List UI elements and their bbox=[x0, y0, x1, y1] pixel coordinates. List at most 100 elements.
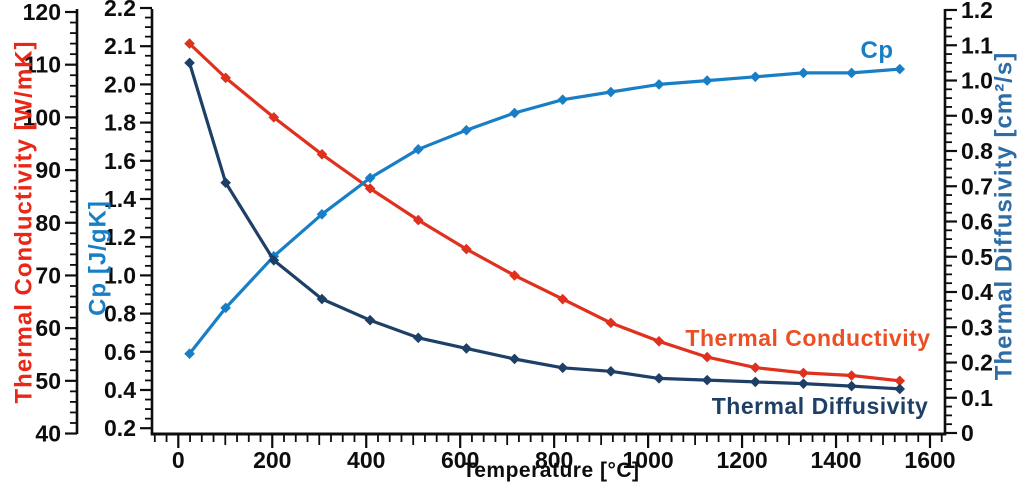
data-point-marker bbox=[364, 314, 376, 326]
tick-label: 1.0 bbox=[104, 262, 136, 288]
conductivity-axis: 120 110 100 90 80 70 60 50 40 bbox=[23, 0, 79, 447]
axes-layer: 120 110 100 90 80 70 60 50 40 2.2 2.1 2.0 1.8 1.6 1.4 1… bbox=[23, 0, 994, 473]
data-point-marker bbox=[894, 63, 906, 75]
tick-label: 0.4 bbox=[104, 377, 136, 403]
data-point-marker bbox=[557, 293, 569, 305]
data-point-marker bbox=[364, 172, 376, 184]
diffusivity-axis: 1.2 1.1 1.0 0.9 0.8 0.7 0.6 0.5 0.4 0.3 0.2 0.1 0 bbox=[943, 0, 993, 446]
data-point-marker bbox=[701, 351, 713, 363]
data-point-marker bbox=[557, 94, 569, 105]
data-point-marker bbox=[461, 124, 472, 136]
tick-label: 80 bbox=[35, 210, 61, 236]
data-point-marker bbox=[461, 343, 472, 354]
tick-label: 2.0 bbox=[104, 71, 136, 97]
data-point-marker bbox=[749, 71, 761, 83]
data-point-marker bbox=[798, 367, 809, 379]
tick-label: 1400 bbox=[810, 447, 861, 473]
x-axis: 0 200 400 600 800 1000 1200 1400 1600 bbox=[150, 432, 956, 473]
tick-label: 60 bbox=[35, 315, 61, 341]
data-point-marker bbox=[412, 144, 424, 155]
data-point-marker bbox=[220, 177, 231, 189]
tick-label: 1.2 bbox=[104, 224, 136, 250]
series-line bbox=[187, 42, 902, 383]
thermal-conductivity-series bbox=[184, 38, 906, 387]
data-point-marker bbox=[749, 376, 761, 388]
tick-label: 0 bbox=[172, 447, 185, 473]
data-point-marker bbox=[701, 75, 713, 86]
tick-label: 0 bbox=[961, 420, 974, 446]
tick-label: 100 bbox=[23, 104, 61, 130]
data-point-marker bbox=[316, 293, 328, 305]
data-point-marker bbox=[846, 380, 857, 392]
data-point-marker bbox=[364, 183, 376, 194]
data-point-marker bbox=[605, 86, 617, 98]
tick-label: 400 bbox=[347, 447, 385, 473]
tick-label: 120 bbox=[23, 0, 61, 25]
series-layer bbox=[184, 38, 906, 395]
tick-label: 1.6 bbox=[104, 148, 136, 174]
conductivity-series-label: Thermal Conductivity bbox=[685, 325, 930, 351]
tick-label: 0.4 bbox=[961, 279, 993, 305]
data-point-marker bbox=[749, 362, 761, 373]
data-point-marker bbox=[509, 270, 520, 281]
data-point-marker bbox=[509, 353, 520, 365]
tick-label: 70 bbox=[35, 262, 61, 288]
tick-label: 2.1 bbox=[104, 33, 136, 59]
data-point-marker bbox=[846, 370, 857, 381]
data-point-marker bbox=[268, 254, 280, 266]
tick-label: 0.7 bbox=[961, 173, 993, 199]
conductivity-axis-title: Thermal Conductivity [W/mK] bbox=[11, 40, 38, 403]
tick-label: 1200 bbox=[716, 447, 767, 473]
data-point-marker bbox=[653, 335, 665, 347]
tick-label: 1.0 bbox=[961, 68, 993, 94]
tick-label: 0.3 bbox=[961, 314, 993, 340]
tick-label: 1.1 bbox=[961, 32, 993, 58]
data-point-marker bbox=[653, 79, 665, 90]
tick-label: 50 bbox=[35, 368, 61, 394]
diffusivity-series-label: Thermal Diffusivity bbox=[712, 393, 929, 419]
data-point-marker bbox=[509, 107, 520, 119]
tick-label: 1.4 bbox=[104, 186, 136, 212]
cp-series bbox=[184, 63, 906, 360]
thermal-diffusivity-series bbox=[184, 57, 906, 395]
tick-label: 800 bbox=[535, 447, 573, 473]
tick-label: 1.8 bbox=[104, 110, 136, 136]
data-point-marker bbox=[316, 148, 328, 160]
data-point-marker bbox=[653, 373, 665, 384]
tick-label: 1.2 bbox=[961, 0, 993, 23]
data-point-marker bbox=[798, 378, 809, 389]
data-point-marker bbox=[220, 72, 231, 84]
data-point-marker bbox=[220, 302, 231, 314]
cp-series-label: Cp bbox=[861, 37, 894, 64]
tick-label: 0.2 bbox=[961, 350, 993, 376]
tick-label: 0.8 bbox=[104, 301, 136, 327]
data-point-marker bbox=[461, 243, 472, 255]
tick-label: 0.1 bbox=[961, 385, 993, 411]
data-point-marker bbox=[316, 208, 328, 220]
data-point-marker bbox=[894, 383, 906, 395]
tick-label: 40 bbox=[35, 421, 61, 447]
tick-label: 1600 bbox=[904, 447, 955, 473]
tick-label: 0.8 bbox=[961, 138, 993, 164]
tick-label: 90 bbox=[35, 157, 61, 183]
data-point-marker bbox=[268, 112, 280, 123]
data-point-marker bbox=[605, 317, 617, 329]
tick-label: 200 bbox=[253, 447, 291, 473]
series-line bbox=[187, 61, 902, 391]
series-line bbox=[187, 67, 902, 356]
data-point-marker bbox=[605, 366, 617, 377]
data-point-marker bbox=[798, 67, 809, 79]
tick-label: 2.2 bbox=[104, 0, 136, 21]
x-axis-title: Temperature [°C] bbox=[462, 459, 639, 482]
data-point-marker bbox=[557, 362, 569, 374]
tick-label: 1000 bbox=[623, 447, 674, 473]
cp-axis: 2.2 2.1 2.0 1.8 1.6 1.4 1.2 1.0 0.8 0.6 0.4 0.2 bbox=[104, 0, 154, 441]
tick-label: 600 bbox=[441, 447, 479, 473]
data-point-marker bbox=[701, 374, 713, 386]
data-point-marker bbox=[184, 348, 195, 360]
tick-label: 110 bbox=[24, 52, 61, 78]
tick-label: 0.2 bbox=[104, 415, 136, 441]
data-point-marker bbox=[184, 38, 195, 49]
